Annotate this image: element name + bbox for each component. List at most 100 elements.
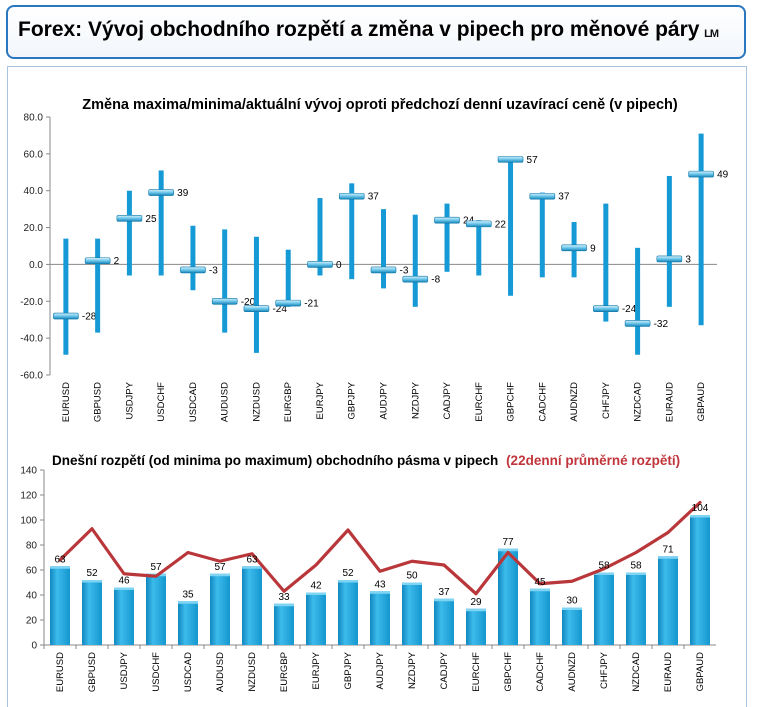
chart2-x-tick-label: EURUSD xyxy=(55,652,66,692)
chart2-x-tick-label: CADCHF xyxy=(535,652,546,692)
chart1-range-bar xyxy=(666,175,672,307)
chart2-x-tick-label: EURJPY xyxy=(311,651,322,689)
chart1-x-tick-label: AUDNZD xyxy=(569,382,580,422)
chart1-x-tick-label: GBPCHF xyxy=(506,382,517,422)
chart2-data-label: 71 xyxy=(662,544,674,555)
chart1-current-marker xyxy=(465,220,492,228)
chart1-y-tick-label: -60.0 xyxy=(20,371,43,382)
chart1-data-label: -32 xyxy=(654,319,669,330)
chart2-bar-highlight xyxy=(338,580,358,583)
page-title: Forex: Vývoj obchodního rozpětí a změna … xyxy=(18,18,700,41)
chart2-bar xyxy=(210,573,230,645)
chart1-data-label: 39 xyxy=(177,188,189,199)
chart1-x-tick-label: GBPAUD xyxy=(696,382,707,422)
chart2-bar-highlight xyxy=(370,591,390,594)
chart2-bar xyxy=(370,591,390,645)
chart2-y-tick-label: 60 xyxy=(26,566,38,577)
chart2-bar xyxy=(562,607,582,645)
brand-logo: LM xyxy=(704,28,719,40)
chart1-x-tick-label: CHFJPY xyxy=(601,381,612,419)
chart2-x-tick-label: GBPAUD xyxy=(695,652,706,692)
chart2-bar xyxy=(594,572,614,645)
chart2-data-label: 46 xyxy=(118,576,130,587)
chart2-bar xyxy=(466,608,486,645)
chart1-range-bar xyxy=(126,190,132,276)
chart2-x-tick-label: GBPJPY xyxy=(343,651,354,689)
chart2-data-label: 57 xyxy=(150,562,162,573)
chart2-bar xyxy=(306,592,326,645)
chart2-x-tick-label: NZDJPY xyxy=(407,651,418,689)
chart2-bar-highlight xyxy=(242,566,262,569)
chart2-x-tick-label: GBPCHF xyxy=(503,652,514,692)
chart2-bar xyxy=(402,582,422,645)
chart1-data-label: 25 xyxy=(145,214,157,225)
chart2-data-label: 58 xyxy=(630,561,642,572)
chart2-bar xyxy=(626,572,646,645)
chart2-bar xyxy=(242,566,262,645)
chart2-title-main: Dnešní rozpětí (od minima po maximum) ob… xyxy=(52,453,502,468)
chart1-x-tick-label: GBPUSD xyxy=(93,382,104,422)
chart2-x-tick-label: AUDNZD xyxy=(567,652,578,692)
chart1-range-bar xyxy=(698,133,704,326)
chart1-data-label: 37 xyxy=(368,192,380,203)
chart1-y-tick-label: 60.0 xyxy=(24,149,44,160)
chart2-title: Dnešní rozpětí (od minima po maximum) ob… xyxy=(52,453,680,468)
chart2-x-tick-label: GBPUSD xyxy=(87,652,98,692)
chart1-y-tick-label: 80.0 xyxy=(24,113,44,124)
chart1-current-marker xyxy=(402,275,429,283)
chart2-y-tick-label: 120 xyxy=(20,491,37,502)
chart2-x-tick-label: EURCHF xyxy=(471,652,482,692)
chart2-x-tick-label: NZDUSD xyxy=(247,652,258,692)
chart2-bar-highlight xyxy=(466,608,486,612)
chart1-range-bar xyxy=(508,157,514,296)
chart2-bar-highlight xyxy=(82,580,102,583)
chart1-y-tick-label: 40.0 xyxy=(24,186,44,197)
chart1-x-tick-label: EURAUD xyxy=(664,382,675,422)
chart2-data-label: 104 xyxy=(692,503,709,514)
chart2-data-label: 30 xyxy=(566,596,578,607)
chart1-x-tick-label: USDCAD xyxy=(188,382,199,422)
chart1-range-bar xyxy=(190,225,196,291)
chart1-x-tick-label: NZDJPY xyxy=(410,381,421,419)
chart1-title: Změna maxima/minima/aktuální vývoj oprot… xyxy=(82,97,678,113)
chart2-data-label: 63 xyxy=(54,554,66,565)
chart1-range-bar xyxy=(444,203,450,272)
chart1-current-marker xyxy=(370,266,397,274)
chart2-data-label: 45 xyxy=(534,577,546,588)
chart1-current-marker xyxy=(148,189,174,196)
chart1-data-label: -3 xyxy=(209,265,218,276)
chart2-y-tick-label: 140 xyxy=(20,466,37,477)
chart1-data-label: -20 xyxy=(241,297,256,308)
chart1-data-label: -24 xyxy=(622,304,637,315)
chart1-current-marker xyxy=(497,156,524,163)
chart1-x-tick-label: USDJPY xyxy=(124,381,135,419)
chart2-bar xyxy=(146,573,166,645)
chart1-x-tick-label: AUDUSD xyxy=(220,382,231,422)
chart2-data-label: 52 xyxy=(342,568,354,579)
chart1-current-marker xyxy=(529,192,556,200)
chart1-data-label: -21 xyxy=(304,299,319,310)
chart1-range-bar xyxy=(539,192,545,278)
chart2-bar-highlight xyxy=(658,556,678,559)
chart1-x-tick-label: EURUSD xyxy=(61,382,72,422)
chart1-current-marker xyxy=(561,244,587,252)
chart2-bar xyxy=(498,548,518,645)
chart2-bar-highlight xyxy=(210,573,230,577)
chart2-bar xyxy=(178,601,198,645)
chart2-y-tick-label: 40 xyxy=(26,591,38,602)
chart1-x-tick-label: NZDCAD xyxy=(633,382,644,422)
chart2-bar-highlight xyxy=(498,548,518,552)
chart2-data-label: 50 xyxy=(406,571,418,582)
chart1-range-bar xyxy=(412,214,418,307)
chart1-current-marker xyxy=(243,305,270,312)
chart1-range-bar xyxy=(63,238,69,355)
chart1-current-marker xyxy=(656,255,683,263)
chart2-title-average: (22denní průměrné rozpětí) xyxy=(506,453,680,468)
chart1-current-marker xyxy=(275,299,302,307)
chart2-data-label: 35 xyxy=(182,589,194,600)
chart1-current-marker xyxy=(84,257,111,265)
chart1-data-label: 9 xyxy=(590,243,596,254)
chart1-x-tick-label: NZDUSD xyxy=(251,382,262,422)
chart1-data-label: 37 xyxy=(558,192,570,203)
